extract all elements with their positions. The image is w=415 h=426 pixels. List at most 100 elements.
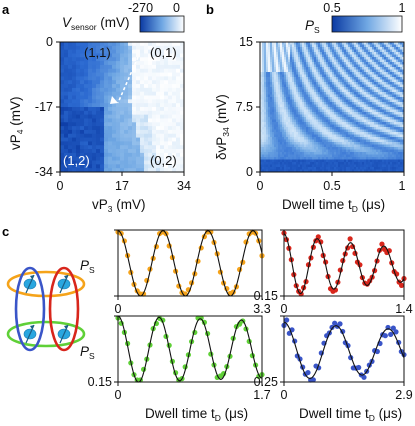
heatmap-b-cell bbox=[364, 124, 367, 128]
heatmap-b-cell bbox=[282, 139, 285, 143]
heatmap-b-cell bbox=[342, 84, 345, 88]
heatmap-a-cell bbox=[156, 103, 161, 108]
heatmap-a-cell bbox=[140, 160, 145, 165]
heatmap-b-cell bbox=[284, 142, 287, 145]
heatmap-a-cell bbox=[124, 114, 129, 120]
heatmap-b-cell bbox=[308, 42, 311, 45]
heatmap-b-cell bbox=[366, 97, 369, 100]
heatmap-a-cell bbox=[116, 87, 121, 93]
heatmap-b-cell bbox=[388, 104, 391, 108]
heatmap-a-cell bbox=[140, 168, 145, 172]
heatmap-b-cell bbox=[384, 122, 387, 125]
heatmap-b-cell bbox=[356, 167, 359, 170]
heatmap-b-cell bbox=[402, 117, 404, 120]
heatmap-b-cell bbox=[376, 114, 379, 118]
heatmap-a-cell bbox=[140, 53, 145, 58]
heatmap-b-cell bbox=[344, 134, 347, 138]
heatmap-b-cell bbox=[352, 169, 355, 172]
heatmap-b-cell bbox=[356, 64, 359, 68]
heatmap-b-cell bbox=[312, 44, 315, 48]
heatmap-a-cell bbox=[100, 168, 105, 172]
heatmap-b-cell bbox=[292, 59, 295, 63]
heatmap-b-cell bbox=[392, 107, 395, 110]
heatmap-b-cell bbox=[296, 59, 299, 63]
heatmap-a-cell bbox=[136, 42, 141, 47]
heatmap-b-cell bbox=[364, 107, 367, 110]
heatmap-b-cell bbox=[338, 124, 341, 128]
heatmap-b-cell bbox=[356, 102, 359, 105]
heatmap-a-cell bbox=[140, 61, 145, 66]
heatmap-b-cell bbox=[312, 87, 315, 90]
heatmap-a-cell bbox=[120, 53, 125, 58]
heatmap-b-cell bbox=[358, 57, 361, 60]
heatmap-a-cell bbox=[164, 141, 169, 146]
heatmap-b-cell bbox=[302, 107, 305, 110]
heatmap-b-cell bbox=[334, 117, 337, 120]
heatmap-b-cell bbox=[344, 97, 347, 100]
heatmap-b-cell bbox=[294, 44, 297, 48]
heatmap-a-cell bbox=[76, 129, 81, 135]
a-ytick-17: -17 bbox=[35, 100, 53, 114]
heatmap-b-cell bbox=[280, 64, 283, 68]
heatmap-b-cell bbox=[318, 142, 321, 145]
heatmap-a-cell bbox=[60, 137, 65, 143]
heatmap-b-cell bbox=[296, 159, 299, 163]
heatmap-b-cell bbox=[396, 79, 399, 83]
heatmap-b-cell bbox=[378, 97, 381, 100]
heatmap-b-cell bbox=[286, 149, 289, 153]
heatmap-b-cell bbox=[364, 154, 367, 158]
heatmap-b-cell bbox=[362, 82, 365, 85]
heatmap-b-cell bbox=[330, 99, 333, 103]
heatmap-b-cell bbox=[358, 69, 361, 73]
heatmap-b-cell bbox=[360, 62, 363, 65]
heatmap-b-cell bbox=[378, 157, 381, 160]
heatmap-b-cell bbox=[310, 152, 313, 155]
heatmap-b-cell bbox=[262, 104, 265, 108]
heatmap-a-cell bbox=[164, 80, 169, 85]
heatmap-b-cell bbox=[394, 49, 397, 53]
heatmap-b-cell bbox=[334, 139, 337, 143]
heatmap-b-cell bbox=[354, 129, 357, 133]
heatmap-b-cell bbox=[326, 147, 329, 150]
heatmap-a-cell bbox=[76, 49, 81, 55]
heatmap-b-cell bbox=[398, 157, 401, 160]
heatmap-b-cell bbox=[334, 109, 337, 113]
heatmap-b-cell bbox=[270, 47, 273, 50]
heatmap-b-cell bbox=[286, 137, 289, 140]
heatmap-b-cell bbox=[328, 124, 331, 128]
heatmap-b-cell bbox=[296, 84, 299, 88]
heatmap-b-cell bbox=[384, 137, 387, 140]
heatmap-a-cell bbox=[140, 95, 145, 100]
heatmap-b-cell bbox=[270, 162, 273, 165]
heatmap-b-cell bbox=[382, 92, 385, 95]
heatmap-b-cell bbox=[368, 89, 371, 93]
heatmap-b-cell bbox=[382, 164, 385, 168]
heatmap-b-cell bbox=[332, 149, 335, 153]
heatmap-b-cell bbox=[396, 162, 399, 165]
heatmap-b-cell bbox=[286, 152, 289, 155]
heatmap-b-cell bbox=[362, 137, 365, 140]
heatmap-b-cell bbox=[352, 142, 355, 145]
heatmap-b-cell bbox=[324, 107, 327, 110]
heatmap-b-cell bbox=[328, 99, 331, 103]
heatmap-b-cell bbox=[282, 67, 285, 70]
heatmap-b-cell bbox=[362, 79, 365, 83]
heatmap-b-cell bbox=[322, 114, 325, 118]
heatmap-b-cell bbox=[360, 112, 363, 115]
heatmap-b-cell bbox=[348, 107, 351, 110]
heatmap-b-cell bbox=[336, 137, 339, 140]
heatmap-b-cell bbox=[302, 139, 305, 143]
heatmap-b-cell bbox=[304, 74, 307, 78]
heatmap-b-cell bbox=[380, 117, 383, 120]
heatmap-a-cell bbox=[108, 110, 113, 116]
heatmap-b-cell bbox=[326, 64, 329, 68]
heatmap-b-cell bbox=[332, 144, 335, 148]
heatmap-a-cell bbox=[72, 68, 77, 74]
heatmap-b-cell bbox=[266, 122, 269, 125]
heatmap-b-cell bbox=[292, 157, 295, 160]
heatmap-a-cell bbox=[136, 118, 141, 123]
heatmap-b-cell bbox=[400, 159, 403, 163]
heatmap-b-cell bbox=[364, 134, 367, 138]
heatmap-b-cell bbox=[318, 49, 321, 53]
heatmap-b-cell bbox=[350, 119, 353, 123]
